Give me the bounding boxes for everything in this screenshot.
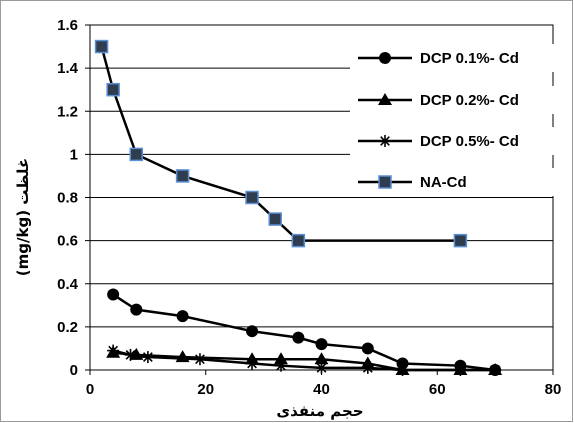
y-tick-label: 1	[70, 146, 78, 163]
data-point-star	[454, 364, 467, 376]
y-tick-label: 0.4	[57, 276, 79, 293]
data-point-square	[175, 169, 190, 183]
data-point-star	[246, 357, 259, 370]
x-axis-title: حجم منفذی	[276, 402, 363, 420]
x-tick-label: 0	[86, 381, 94, 398]
y-tick-label: 0.8	[57, 190, 78, 207]
legend-marker-square	[378, 175, 392, 189]
data-point-square	[268, 212, 282, 226]
data-point-star	[141, 351, 154, 364]
data-point-star	[396, 364, 409, 376]
y-axis-title: (mg/kg) غلظت	[14, 158, 32, 276]
series-layer	[94, 39, 503, 376]
data-point-star	[361, 361, 374, 374]
series-line	[112, 293, 496, 372]
legend-item: NA-Cd	[350, 168, 556, 196]
x-tick-label: 60	[429, 381, 446, 398]
series-square	[94, 39, 468, 248]
data-point-circle	[107, 288, 120, 301]
data-point-circle	[176, 310, 189, 323]
x-tick-label: 20	[197, 381, 214, 398]
data-point-circle	[246, 325, 259, 338]
data-point-circle	[315, 338, 328, 351]
legend-label: DCP 0.1%- Cd	[420, 50, 519, 67]
legend-marker-star	[379, 135, 391, 147]
data-point-star	[124, 348, 137, 361]
legend-label: NA-Cd	[420, 174, 467, 191]
data-point-circle	[361, 342, 374, 355]
data-point-circle	[130, 303, 143, 316]
data-point-square	[94, 39, 109, 54]
legend-item: DCP 0.5%- Cd	[350, 127, 556, 155]
data-point-square	[291, 233, 306, 248]
y-tick-label: 0.6	[57, 233, 78, 250]
legend-item: DCP 0.2%- Cd	[350, 86, 556, 114]
data-point-square	[245, 190, 259, 205]
data-point-star	[274, 359, 287, 372]
legend-label: DCP 0.2%- Cd	[420, 92, 519, 109]
data-point-star	[193, 353, 206, 366]
data-point-star	[489, 364, 502, 376]
data-point-square	[106, 82, 120, 97]
legend: DCP 0.1%- Cd DCP 0.2%- Cd DCP 0.5%- Cd NA-C…	[350, 44, 556, 196]
y-axis-ticks: 0 0.2 0.4 0.6 0.8 1 1.2 1.4 1.6	[57, 17, 90, 379]
legend-marker-triangle	[378, 93, 392, 105]
data-point-circle	[292, 331, 305, 344]
y-tick-label: 0	[70, 362, 78, 379]
y-tick-label: 0.2	[57, 319, 78, 336]
y-tick-label: 1.6	[57, 17, 78, 34]
data-point-square	[453, 233, 468, 248]
x-tick-label: 40	[313, 381, 330, 398]
series-star	[107, 344, 502, 376]
data-point-triangle	[314, 352, 329, 365]
legend-label: DCP 0.5%- Cd	[420, 133, 519, 150]
y-tick-label: 1.4	[57, 60, 79, 77]
legend-marker-circle	[379, 52, 391, 64]
y-tick-label: 1.2	[57, 103, 78, 120]
legend-item: DCP 0.1%- Cd	[350, 44, 556, 72]
data-point-star	[107, 344, 120, 357]
data-point-square	[129, 147, 144, 162]
x-tick-label: 80	[545, 381, 562, 398]
x-axis-ticks: 0 20 40 60 80	[86, 370, 562, 398]
data-point-star	[315, 361, 328, 374]
